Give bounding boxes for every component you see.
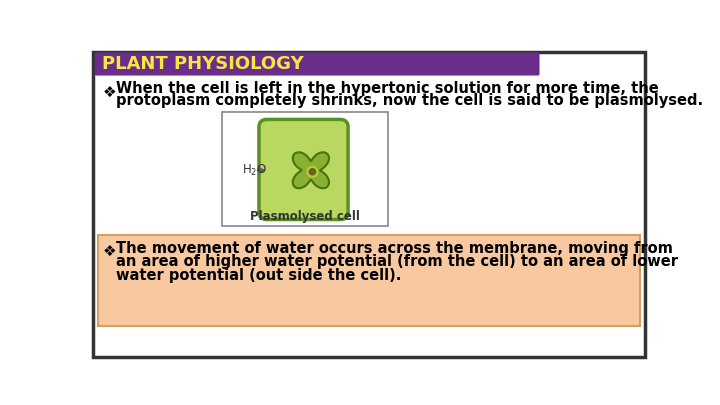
Circle shape	[310, 169, 315, 175]
Text: Plasmolysed cell: Plasmolysed cell	[250, 210, 360, 223]
FancyBboxPatch shape	[98, 235, 640, 326]
Text: PLANT PHYSIOLOGY: PLANT PHYSIOLOGY	[102, 55, 304, 73]
Circle shape	[307, 166, 318, 177]
FancyBboxPatch shape	[94, 53, 539, 76]
Text: ❖: ❖	[102, 244, 116, 259]
Polygon shape	[293, 152, 329, 188]
Text: The movement of water occurs across the membrane, moving from: The movement of water occurs across the …	[117, 241, 673, 256]
FancyBboxPatch shape	[222, 112, 388, 226]
Text: protoplasm completely shrinks, now the cell is said to be plasmolysed.: protoplasm completely shrinks, now the c…	[117, 93, 703, 108]
Text: water potential (out side the cell).: water potential (out side the cell).	[117, 268, 402, 283]
Text: an area of higher water potential (from the cell) to an area of lower: an area of higher water potential (from …	[117, 254, 678, 269]
Text: ❖: ❖	[102, 85, 116, 100]
Text: When the cell is left in the hypertonic solution for more time, the: When the cell is left in the hypertonic …	[117, 81, 659, 96]
FancyBboxPatch shape	[259, 119, 348, 220]
Text: H$_2$O: H$_2$O	[242, 163, 267, 178]
FancyBboxPatch shape	[93, 52, 645, 357]
